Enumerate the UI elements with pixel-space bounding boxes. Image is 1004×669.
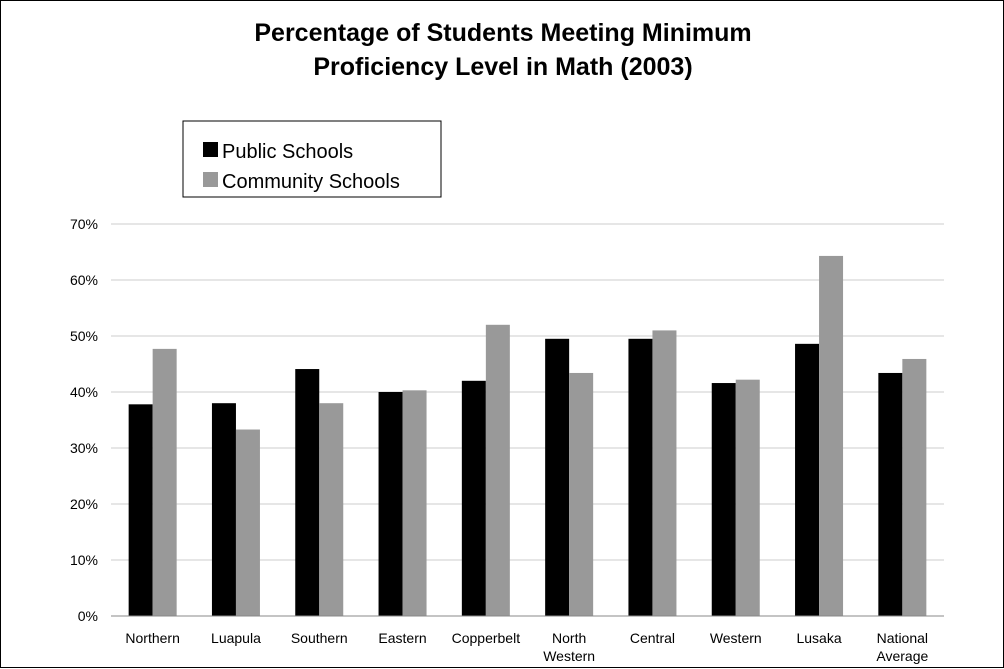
x-category-label: Central xyxy=(630,630,675,646)
legend-label-community-schools: Community Schools xyxy=(222,171,400,193)
y-tick-label: 50% xyxy=(70,328,98,344)
bar-community-schools xyxy=(402,390,427,616)
x-category-label: Western xyxy=(710,630,762,646)
y-axis-tick-labels: 0% 10% 20% 30% 40% 50% 60% 70% xyxy=(70,216,98,624)
x-axis-category-labels: Northern Luapula Southern Eastern Copperbelt… xyxy=(125,630,928,664)
x-category-label: Northern xyxy=(125,630,179,646)
bar-public-schools xyxy=(295,369,320,616)
bar-public-schools xyxy=(545,338,570,616)
legend-swatch-community-schools xyxy=(203,172,218,187)
bar-public-schools xyxy=(878,372,903,616)
bar-public-schools xyxy=(795,343,820,616)
x-category-label: Copperbelt xyxy=(452,630,521,646)
x-category-label: Eastern xyxy=(378,630,426,646)
chart-title-line-2: Proficiency Level in Math (2003) xyxy=(313,53,692,81)
x-category-label: North Western xyxy=(543,630,595,664)
bar-public-schools xyxy=(461,380,486,616)
x-category-label: Southern xyxy=(291,630,348,646)
legend-swatch-public-schools xyxy=(203,142,218,157)
x-category-label: Lusaka xyxy=(796,630,841,646)
bar-community-schools xyxy=(319,403,344,616)
bar-community-schools xyxy=(819,255,844,617)
bar-community-schools xyxy=(569,372,594,616)
legend-box xyxy=(182,120,442,198)
bar-public-schools xyxy=(378,392,403,616)
y-tick-label: 20% xyxy=(70,496,98,512)
bar-public-schools xyxy=(628,338,653,616)
y-tick-label: 40% xyxy=(70,384,98,400)
bar-community-schools xyxy=(652,330,677,616)
bar-community-schools xyxy=(735,379,760,616)
y-tick-label: 30% xyxy=(70,440,98,456)
y-tick-label: 10% xyxy=(70,552,98,568)
bars xyxy=(128,255,927,617)
bar-community-schools xyxy=(485,324,510,616)
legend-label-public-schools: Public Schools xyxy=(222,141,353,163)
bar-public-schools xyxy=(711,383,736,616)
bar-community-schools xyxy=(235,429,260,616)
chart-title-line-1: Percentage of Students Meeting Minimum xyxy=(254,19,751,47)
y-tick-label: 0% xyxy=(78,608,98,624)
x-category-label: National Average xyxy=(876,630,928,664)
x-category-label: Luapula xyxy=(211,630,261,646)
bar-community-schools xyxy=(152,348,177,616)
bar-public-schools xyxy=(211,403,236,616)
y-tick-label: 70% xyxy=(70,216,98,232)
legend: Public Schools Community Schools xyxy=(182,120,442,198)
bar-public-schools xyxy=(128,404,153,616)
y-tick-label: 60% xyxy=(70,272,98,288)
bar-community-schools xyxy=(902,358,927,616)
